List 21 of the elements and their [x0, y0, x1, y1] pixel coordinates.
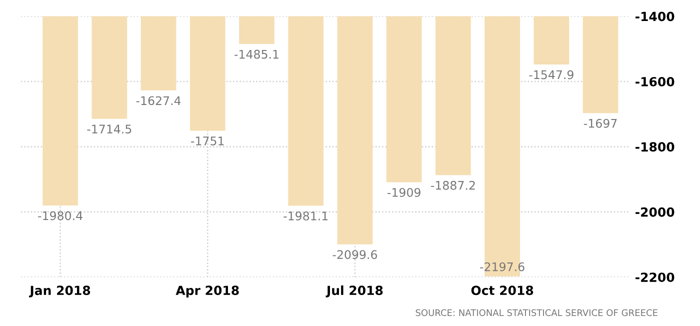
- data-label: -1485.1: [234, 50, 278, 59]
- data-label: -1714.5: [87, 124, 132, 134]
- data-label: -1627.4: [136, 96, 181, 106]
- y-tick-label: -2200: [636, 272, 674, 282]
- data-label: -1697: [584, 118, 617, 128]
- x-tick-label: Apr 2018: [176, 286, 239, 298]
- x-tick-label: Jul 2018: [326, 285, 383, 298]
- data-label: -1887.2: [430, 180, 475, 190]
- y-tick-label: -1400: [636, 12, 674, 22]
- data-label: -1909: [388, 188, 420, 197]
- data-label: -1980.4: [38, 211, 82, 220]
- y-tick-label: -1600: [636, 76, 674, 86]
- data-label: -1981.1: [284, 212, 328, 220]
- x-tick-label: Oct 2018: [471, 286, 534, 296]
- data-label: -1751: [191, 136, 224, 146]
- data-label: -2099.6: [332, 250, 378, 260]
- y-tick-label: -2000: [636, 207, 674, 217]
- source-note: SOURCE: NATIONAL STATISTICAL SERVICE OF GREECE: [416, 309, 658, 316]
- x-tick-label: Jan 2018: [29, 286, 90, 298]
- y-tick-label: -1800: [636, 142, 674, 152]
- data-label: -1547.9: [529, 70, 574, 80]
